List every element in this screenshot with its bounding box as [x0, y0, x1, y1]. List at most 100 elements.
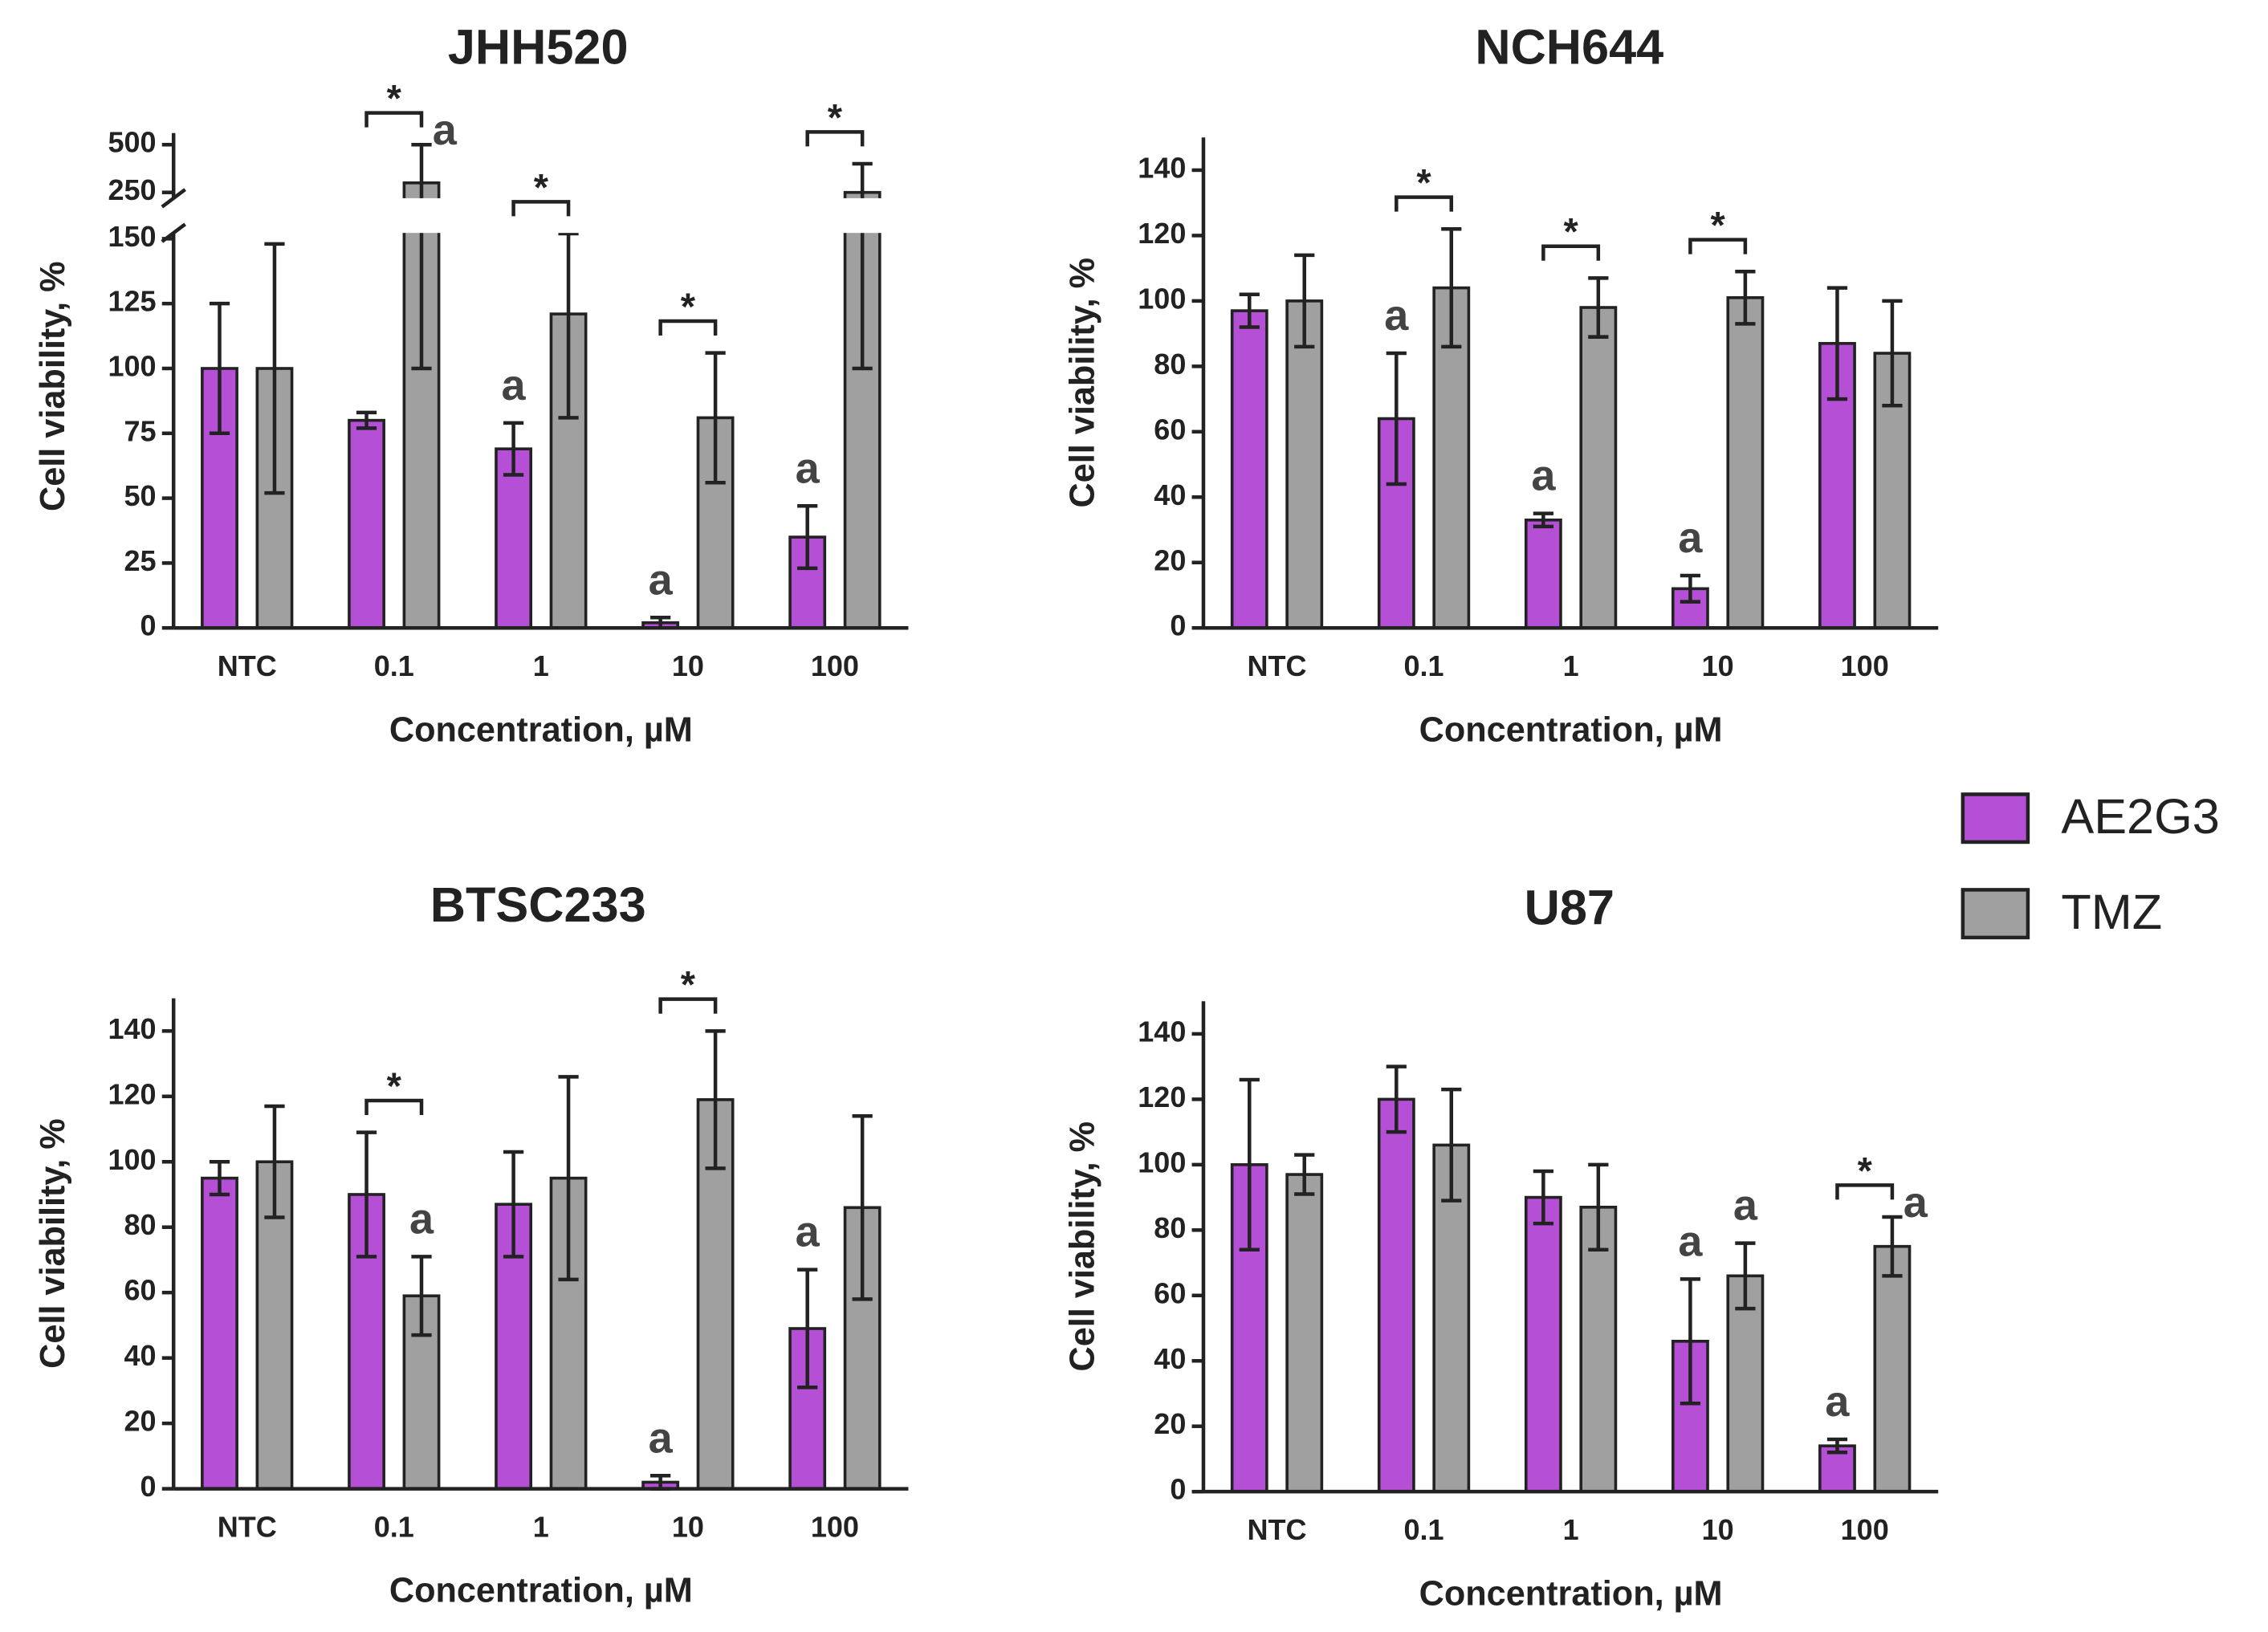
bar [1524, 518, 1562, 630]
y-tick-label: 40 [1154, 478, 1186, 511]
error-bar [1441, 1087, 1462, 1203]
x-tick-label: 100 [811, 649, 859, 682]
error-bar [1680, 1277, 1701, 1406]
y-axis-label: Cell viability, % [1064, 258, 1102, 508]
significance-marker: a [409, 1194, 434, 1243]
error-bar [1239, 1077, 1260, 1252]
comparison-bracket [658, 997, 718, 1014]
y-tick-label: 0 [140, 609, 157, 642]
axis-break-gap [156, 197, 912, 234]
significance-marker: a [1678, 514, 1703, 562]
y-axis-label: Cell viability, % [34, 261, 72, 511]
significance-marker: a [1531, 452, 1556, 500]
y-tick-label: 500 [108, 126, 156, 159]
significance-marker: a [796, 1208, 820, 1256]
comparison-bracket [1541, 244, 1601, 261]
error-bar [1680, 573, 1701, 604]
bar [201, 1176, 238, 1491]
error-bar [1735, 269, 1756, 326]
y-tick-label: 60 [1154, 1276, 1186, 1309]
x-tick-label: 10 [1702, 649, 1734, 682]
comparison-star: * [1711, 205, 1726, 246]
y-tick-label: 80 [1154, 348, 1186, 381]
y-tick-label: 140 [1138, 151, 1186, 184]
error-bar [264, 1104, 285, 1219]
error-bar [1588, 1162, 1609, 1252]
bar [1230, 309, 1268, 630]
bar [1377, 1097, 1415, 1493]
y-tick-label: 80 [124, 1208, 157, 1241]
error-bar [1239, 292, 1260, 329]
error-bar [852, 161, 873, 371]
bar [1579, 306, 1618, 630]
x-tick-label: 0.1 [374, 649, 414, 682]
legend-label: TMZ [2061, 885, 2162, 939]
error-bar [852, 1113, 873, 1301]
significance-marker: a [1384, 291, 1409, 340]
error-bar [356, 410, 377, 430]
y-tick-label: 120 [1138, 1081, 1186, 1113]
y-tick-label: 140 [1138, 1015, 1186, 1048]
significance-marker: a [1733, 1182, 1758, 1230]
significance-marker: a [649, 556, 674, 604]
legend-swatch [1961, 792, 2030, 844]
y-tick-label: 120 [108, 1077, 156, 1110]
error-bar [1294, 253, 1315, 349]
x-tick-label: 0.1 [1404, 649, 1444, 682]
bar [1524, 1195, 1562, 1493]
y-tick-label: 25 [124, 544, 157, 577]
x-tick-label: NTC [218, 1511, 277, 1544]
x-tick-label: 0.1 [1404, 1513, 1444, 1546]
bar [1285, 1173, 1324, 1493]
error-bar [1533, 1169, 1553, 1226]
error-bar [209, 301, 230, 436]
y-tick-label: 150 [108, 220, 156, 253]
y-tick-label: 80 [1154, 1211, 1186, 1244]
x-tick-label: 10 [1702, 1513, 1734, 1546]
comparison-star: * [681, 964, 696, 1006]
chart-title: NCH644 [1475, 19, 1663, 74]
error-bar [1386, 351, 1407, 486]
x-axis-label: Concentration, µM [1419, 1574, 1723, 1613]
error-bar [1735, 1241, 1756, 1311]
significance-marker: a [1825, 1378, 1850, 1426]
x-tick-label: 1 [533, 649, 549, 682]
y-axis-label: Cell viability, % [1064, 1121, 1102, 1372]
comparison-star: * [387, 1065, 402, 1107]
y-tick-label: 20 [124, 1405, 157, 1438]
x-axis-label: Concentration, µM [1419, 710, 1723, 749]
y-tick-label: 125 [108, 285, 156, 318]
comparison-bracket [1688, 238, 1748, 254]
significance-marker: a [433, 106, 458, 154]
y-tick-label: 20 [1154, 543, 1186, 576]
error-bar [1588, 276, 1609, 339]
significance-marker: a [1904, 1178, 1928, 1227]
comparison-star: * [1563, 211, 1578, 253]
y-tick-label: 60 [124, 1274, 157, 1307]
y-tick-label: 0 [140, 1470, 157, 1503]
x-axis-label: Concentration, µM [389, 710, 693, 749]
x-axis-label: Concentration, µM [389, 1572, 693, 1610]
bar [1285, 299, 1324, 630]
chart-title: JHH520 [448, 19, 629, 74]
legend-label: AE2G3 [2061, 789, 2219, 844]
error-bar [797, 504, 818, 571]
error-bar [503, 1150, 524, 1259]
y-tick-label: 40 [124, 1339, 157, 1372]
y-axis-label: Cell viability, % [34, 1118, 72, 1369]
error-bar [705, 1029, 726, 1170]
x-tick-label: NTC [218, 649, 277, 682]
error-bar [797, 1268, 818, 1390]
x-tick-label: 1 [1563, 649, 1579, 682]
y-tick-label: 100 [108, 1143, 156, 1176]
comparison-bracket [1835, 1183, 1895, 1200]
comparison-star: * [828, 96, 843, 138]
y-tick-label: 0 [1170, 609, 1186, 642]
significance-marker: a [796, 444, 820, 492]
comparison-star: * [681, 286, 696, 328]
y-tick-label: 75 [124, 414, 157, 447]
x-tick-label: 1 [1563, 1513, 1579, 1546]
y-tick-label: 60 [1154, 413, 1186, 446]
y-tick-label: 20 [1154, 1407, 1186, 1440]
bar [1873, 1244, 1912, 1493]
